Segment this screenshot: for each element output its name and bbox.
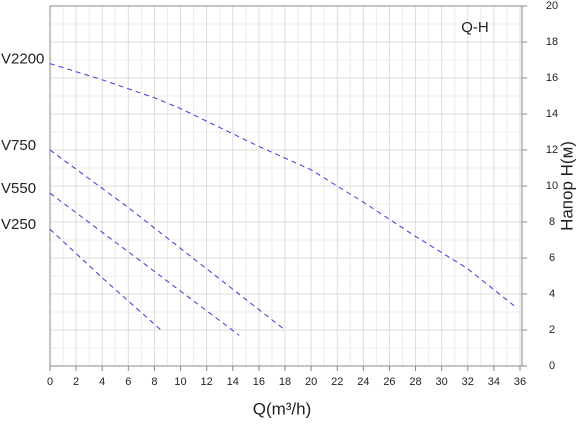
- x-tick-label: 10: [174, 376, 186, 388]
- x-tick-label: 18: [279, 376, 291, 388]
- y-tick-label: 12: [546, 144, 558, 156]
- curve: [49, 63, 518, 309]
- series-label: V250: [1, 216, 36, 233]
- x-tick-label: 8: [151, 376, 157, 388]
- x-tick-label: 20: [305, 376, 317, 388]
- x-tick-label: 0: [47, 376, 53, 388]
- x-tick-label: 4: [99, 376, 105, 388]
- y-tick-label: 6: [549, 252, 555, 264]
- y-tick-label: 20: [546, 0, 558, 12]
- x-tick-label: 6: [125, 376, 131, 388]
- chart-title: Q-H: [461, 19, 489, 36]
- x-axis-label: Q(m³/h): [253, 399, 312, 418]
- curve: [49, 149, 286, 331]
- x-tick-label: 24: [357, 376, 369, 388]
- y-tick-label: 4: [549, 288, 555, 300]
- x-tick-label: 34: [488, 376, 500, 388]
- x-tick-label: 32: [462, 376, 474, 388]
- y-tick-label: 0: [549, 360, 555, 372]
- series-label: V750: [1, 137, 36, 154]
- series-label: V550: [1, 180, 36, 197]
- y-axis-label: Напор H(м): [557, 141, 576, 231]
- x-tick-label: 16: [253, 376, 265, 388]
- y-tick-label: 16: [546, 72, 558, 84]
- y-tick-label: 2: [549, 324, 555, 336]
- x-tick-label: 30: [436, 376, 448, 388]
- x-tick-label: 12: [201, 376, 213, 388]
- y-tick-label: 18: [546, 36, 558, 48]
- x-tick-label: 2: [73, 376, 79, 388]
- curve: [49, 228, 162, 331]
- y-tick-label: 10: [546, 180, 558, 192]
- curve: [49, 192, 240, 336]
- y-tick-label: 14: [546, 108, 558, 120]
- series-label: V2200: [1, 51, 44, 68]
- x-tick-label: 26: [383, 376, 395, 388]
- grid: [49, 5, 522, 367]
- x-tick-label: 28: [409, 376, 421, 388]
- y-tick-label: 8: [549, 216, 555, 228]
- x-tick-label: 36: [514, 376, 526, 388]
- x-tick-label: 14: [227, 376, 239, 388]
- x-tick-label: 22: [331, 376, 343, 388]
